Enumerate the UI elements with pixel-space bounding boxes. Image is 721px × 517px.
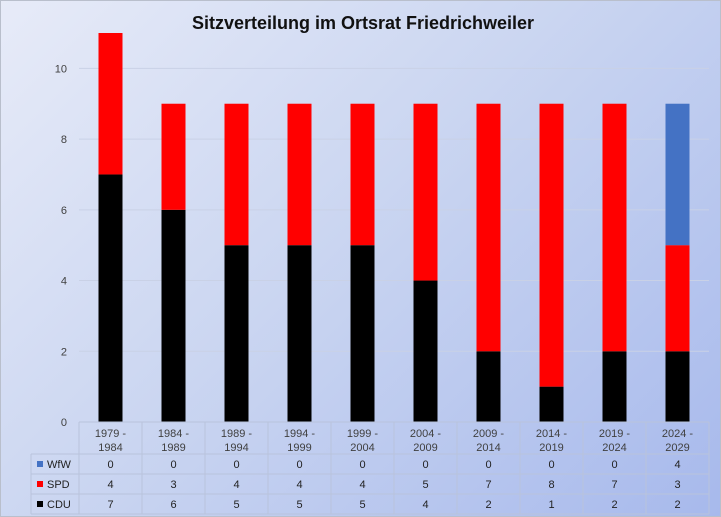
bar-segment-cdu [161, 209, 186, 422]
bar-segment-spd [476, 103, 501, 352]
bar-segment-spd [665, 245, 690, 352]
bar-segment-spd [98, 33, 123, 175]
legend-key-spd [37, 481, 43, 487]
y-tick-label: 0 [61, 417, 67, 429]
table-cell-value: 1 [548, 499, 554, 511]
y-tick-label: 2 [61, 346, 67, 358]
bar-segment-cdu [98, 174, 123, 422]
table-cell-value: 0 [359, 459, 365, 471]
bar-segment-cdu [539, 386, 564, 422]
table-cell-value: 5 [296, 499, 302, 511]
table-cell-value: 0 [107, 459, 113, 471]
table-cell-value: 2 [485, 499, 491, 511]
x-tick-label: 1999 -2004 [347, 428, 379, 454]
y-axis: 0 2 4 6 8 10 [55, 63, 67, 429]
table-cell-value: 4 [422, 499, 428, 511]
table-cell-value: 4 [296, 479, 302, 491]
bar-segment-wfw [665, 103, 690, 246]
bar-segment-spd [224, 103, 249, 246]
x-tick-label: 2014 -2019 [536, 428, 568, 454]
y-tick-label: 8 [61, 134, 67, 146]
table-cell-value: 3 [170, 479, 176, 491]
legend-key-cdu [37, 501, 43, 507]
legend-key-wfw [37, 461, 43, 467]
table-cell-value: 5 [422, 479, 428, 491]
table-cell-value: 4 [233, 479, 239, 491]
table-cell-value: 0 [422, 459, 428, 471]
bar-segment-cdu [602, 351, 627, 422]
bar-segment-cdu [665, 351, 690, 422]
table-cell-value: 5 [233, 499, 239, 511]
table-cell-value: 0 [611, 459, 617, 471]
table-cell-value: 0 [233, 459, 239, 471]
data-table: 1979 -1984 1984 -1989 1989 -1994 1994 -1999… [30, 421, 710, 515]
bar-segment-spd [287, 103, 312, 246]
bar-segment-cdu [413, 280, 438, 422]
legend-label: CDU [47, 499, 71, 511]
table-cell-value: 0 [170, 459, 176, 471]
table-cell-value: 0 [548, 459, 554, 471]
table-cell-value: 2 [674, 499, 680, 511]
bar-segment-cdu [476, 351, 501, 422]
table-cell-value: 7 [485, 479, 491, 491]
table-cell-value: 6 [170, 499, 176, 511]
table-cell-value: 2 [611, 499, 617, 511]
bar-segment-spd [539, 103, 564, 387]
bar-segment-spd [602, 103, 627, 352]
x-tick-label: 1984 -1989 [158, 428, 190, 454]
table-cell-value: 7 [611, 479, 617, 491]
table-cell-value: 8 [548, 479, 554, 491]
legend-label: WfW [47, 459, 71, 471]
y-tick-label: 4 [61, 276, 67, 288]
x-tick-label: 1979 -1984 [95, 428, 127, 454]
bar-segment-spd [161, 103, 186, 210]
table-cell-value: 4 [359, 479, 365, 491]
bar-series [98, 33, 690, 422]
x-tick-label: 2024 -2029 [662, 428, 694, 454]
bar-segment-cdu [350, 245, 375, 422]
table-cell-value: 7 [107, 499, 113, 511]
x-tick-label: 2019 -2024 [599, 428, 631, 454]
table-cell-value: 0 [485, 459, 491, 471]
bar-segment-spd [413, 103, 438, 281]
table-cell-value: 0 [296, 459, 302, 471]
x-tick-label: 1989 -1994 [221, 428, 253, 454]
bar-segment-spd [350, 103, 375, 246]
x-tick-label: 2009 -2014 [473, 428, 505, 454]
table-cell-value: 4 [107, 479, 113, 491]
table-cell-value: 4 [674, 459, 680, 471]
y-tick-label: 6 [61, 205, 67, 217]
bar-segment-cdu [287, 245, 312, 422]
y-tick-label: 10 [55, 63, 67, 75]
table-cell-value: 5 [359, 499, 365, 511]
table-cell-value: 3 [674, 479, 680, 491]
x-tick-label: 2004 -2009 [410, 428, 442, 454]
x-tick-label: 1994 -1999 [284, 428, 316, 454]
bar-segment-cdu [224, 245, 249, 422]
chart-title: Sitzverteilung im Ortsrat Friedrichweile… [192, 13, 534, 33]
legend-label: SPD [47, 479, 70, 491]
